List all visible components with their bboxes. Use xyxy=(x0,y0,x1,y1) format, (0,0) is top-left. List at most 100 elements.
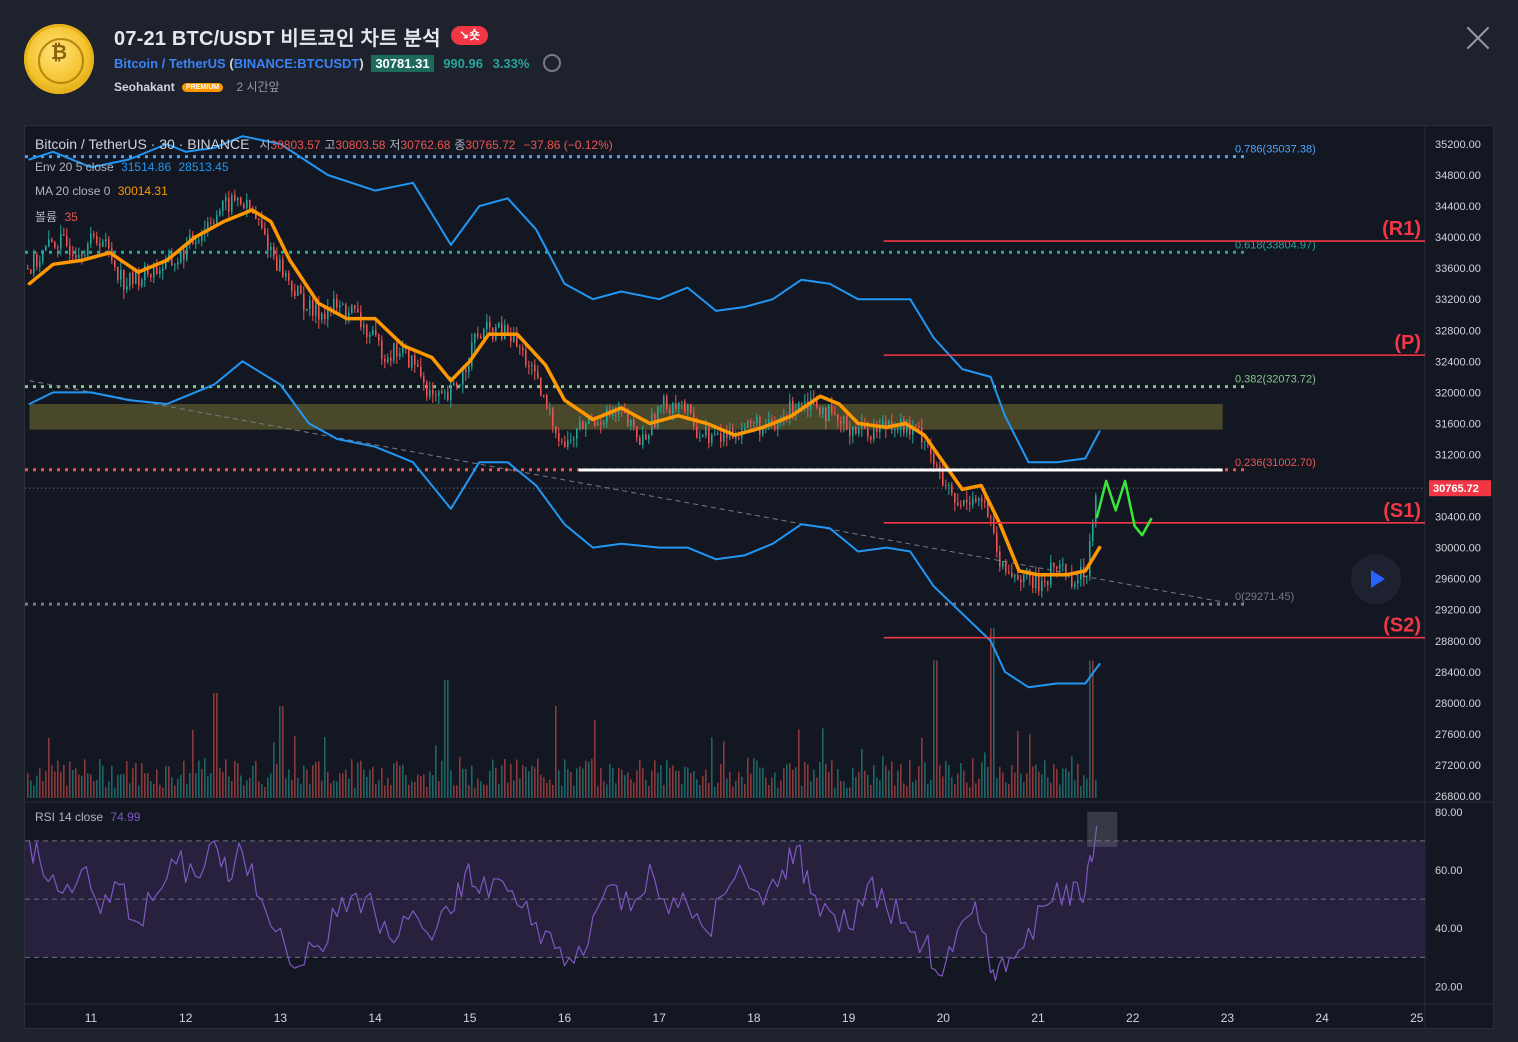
candle-body xyxy=(285,272,287,277)
candle-body xyxy=(702,435,704,437)
volume-bar xyxy=(204,757,206,798)
chart-container[interactable]: 0.786(35037.38) 0.618(33804.97) 0.382(3207… xyxy=(24,125,1494,1029)
volume-bar xyxy=(804,761,806,798)
candle-body xyxy=(93,233,95,237)
volume-bar xyxy=(441,760,443,798)
volume-bar xyxy=(324,736,326,798)
candle-body xyxy=(30,269,32,274)
volume-bar xyxy=(483,784,485,798)
legend-high: 30803.58 xyxy=(335,138,386,152)
candle-body xyxy=(720,433,722,442)
alarm-icon[interactable] xyxy=(543,54,562,72)
volume-bar xyxy=(600,768,602,798)
candle-body xyxy=(645,434,647,440)
volume-bar xyxy=(258,781,260,798)
volume-bar xyxy=(705,769,707,798)
volume-bar xyxy=(993,628,995,798)
candle-body xyxy=(444,392,446,394)
volume-bar xyxy=(1050,782,1052,798)
candle-body xyxy=(822,407,824,414)
candle-body xyxy=(48,239,50,246)
candle-body xyxy=(177,262,179,265)
volume-bar xyxy=(150,781,152,798)
volume-bar xyxy=(420,776,422,798)
pair-link[interactable]: Bitcoin / TetherUS xyxy=(114,56,226,71)
volume-bar xyxy=(531,765,533,798)
candle-body xyxy=(690,404,692,413)
volume-bar xyxy=(459,756,461,798)
candle-body xyxy=(1035,575,1037,589)
candle-body xyxy=(438,391,440,396)
volume-bar xyxy=(975,783,977,798)
candle-body xyxy=(519,346,521,348)
volume-bar xyxy=(660,765,662,798)
candle-body xyxy=(678,402,680,410)
chart-svg[interactable]: 0.786(35037.38) 0.618(33804.97) 0.382(3207… xyxy=(25,126,1494,1029)
volume-bar xyxy=(192,729,194,798)
candle-body xyxy=(933,454,935,465)
candle-body xyxy=(342,304,344,306)
volume-bar xyxy=(576,768,578,798)
candle-body xyxy=(84,255,86,257)
volume-bar xyxy=(849,787,851,798)
ma-key: MA 20 close 0 xyxy=(35,184,111,198)
price-tick-label: 32000.00 xyxy=(1435,387,1481,399)
candle-body xyxy=(552,408,554,427)
candle-body xyxy=(234,195,236,201)
price-tick-label: 31600.00 xyxy=(1435,418,1481,430)
volume-bar xyxy=(957,773,959,798)
publish-time: 2 시간앞 xyxy=(236,80,280,94)
symbol-link[interactable]: BINANCE:BTCUSDT xyxy=(233,56,360,71)
candle-body xyxy=(261,219,263,229)
price-tick-label: 32400.00 xyxy=(1435,356,1481,368)
candle-body xyxy=(543,394,545,396)
volume-bar xyxy=(87,773,89,798)
candle-body xyxy=(474,333,476,343)
candle-body xyxy=(321,313,323,320)
volume-bar xyxy=(675,770,677,798)
volume-bar xyxy=(615,783,617,798)
candle-body xyxy=(855,426,857,434)
price-tick-label: 33600.00 xyxy=(1435,263,1481,275)
volume-bar xyxy=(1080,786,1082,798)
candle-body xyxy=(372,330,374,335)
candle-body xyxy=(144,265,146,281)
fib-level-label: 0.786(35037.38) xyxy=(1235,144,1316,156)
candle-body xyxy=(378,334,380,341)
candle-body xyxy=(549,408,551,410)
idea-header: ₿ 07-21 BTC/USDT 비트코인 차트 분석 ↘숏 Bitcoin /… xyxy=(0,0,1518,118)
time-tick-label: 12 xyxy=(179,1011,193,1025)
candle-body xyxy=(1062,564,1064,566)
author-line: Seohakant PREMIUM 2 시간앞 xyxy=(114,78,280,95)
play-icon[interactable] xyxy=(1351,554,1401,604)
volume-bar xyxy=(255,760,257,798)
volume-bar xyxy=(918,765,920,798)
volume-bar xyxy=(171,777,173,798)
volume-bar xyxy=(909,759,911,798)
volume-bar xyxy=(873,764,875,798)
volume-bar xyxy=(363,769,365,798)
candle-body xyxy=(1002,561,1004,567)
candle-body xyxy=(264,228,266,235)
volume-bar xyxy=(447,680,449,798)
volume-bar xyxy=(1071,756,1073,798)
legend-low-key: 저 xyxy=(389,138,401,152)
volume-bar xyxy=(861,748,863,798)
volume-bar xyxy=(894,785,896,798)
close-icon[interactable] xyxy=(1466,26,1490,50)
candle-body xyxy=(597,422,599,426)
candle-body xyxy=(918,426,920,428)
candle-body xyxy=(651,414,653,436)
env-legend: Env 20 5 close 31514.86 28513.45 xyxy=(35,160,229,174)
author-name[interactable]: Seohakant xyxy=(114,80,175,94)
candle-body xyxy=(627,412,629,426)
volume-bar xyxy=(498,784,500,798)
volume-bar xyxy=(621,769,623,798)
volume-bar xyxy=(561,785,563,798)
candle-body xyxy=(966,499,968,503)
volume-bar xyxy=(351,759,353,798)
candle-body xyxy=(381,340,383,360)
author-avatar[interactable]: ₿ xyxy=(24,24,94,94)
candle-body xyxy=(309,299,311,309)
candle-body xyxy=(759,417,761,435)
